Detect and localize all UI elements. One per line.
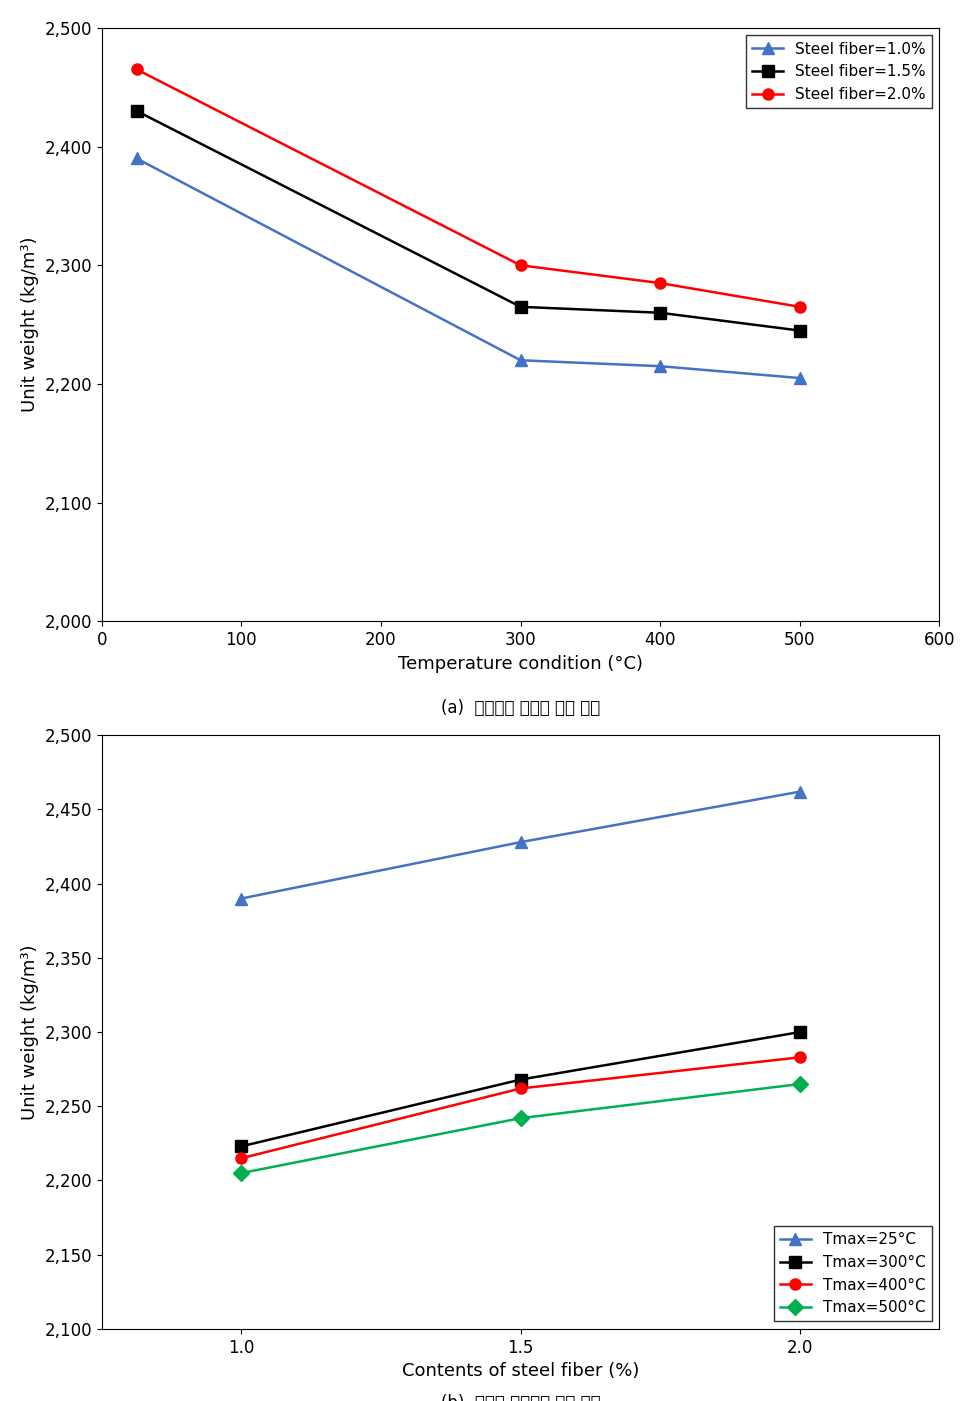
Tmax=300°C [793, 1024, 805, 1041]
Legend: Steel fiber=1.0%, Steel fiber=1.5%, Steel fiber=2.0%: Steel fiber=1.0%, Steel fiber=1.5%, Stee… [747, 35, 932, 108]
Tmax=500°C [793, 1076, 805, 1093]
Steel fiber=2.0% [131, 62, 142, 78]
Steel fiber=1.5% [131, 102, 142, 119]
Tmax=500°C [514, 1110, 526, 1126]
Tmax=500°C [235, 1164, 247, 1181]
Text: (b)  강섬유 혼입률에 따른 영향: (b) 강섬유 혼입률에 따른 영향 [441, 1394, 600, 1401]
Tmax=300°C [514, 1072, 526, 1089]
Legend: Tmax=25°C, Tmax=300°C, Tmax=400°C, Tmax=500°C: Tmax=25°C, Tmax=300°C, Tmax=400°C, Tmax=… [774, 1226, 932, 1321]
Text: (a)  최대온도 조건에 따른 영향: (a) 최대온도 조건에 따른 영향 [441, 699, 600, 717]
Tmax=400°C [793, 1049, 805, 1066]
Steel fiber=1.0% [793, 370, 805, 387]
Steel fiber=1.5% [514, 298, 526, 315]
X-axis label: Temperature condition (°C): Temperature condition (°C) [398, 654, 643, 672]
Line: Tmax=400°C: Tmax=400°C [236, 1052, 805, 1164]
Line: Steel fiber=1.5%: Steel fiber=1.5% [131, 105, 805, 336]
Y-axis label: Unit weight (kg/m³): Unit weight (kg/m³) [20, 944, 39, 1119]
Tmax=300°C [235, 1138, 247, 1154]
Tmax=25°C [514, 834, 526, 850]
Line: Steel fiber=1.0%: Steel fiber=1.0% [131, 153, 805, 384]
Line: Steel fiber=2.0%: Steel fiber=2.0% [131, 64, 805, 312]
Steel fiber=1.5% [793, 322, 805, 339]
Line: Tmax=500°C: Tmax=500°C [236, 1079, 805, 1178]
Tmax=25°C [793, 783, 805, 800]
Tmax=25°C [235, 890, 247, 906]
X-axis label: Contents of steel fiber (%): Contents of steel fiber (%) [402, 1362, 639, 1380]
Tmax=400°C [235, 1150, 247, 1167]
Steel fiber=1.5% [654, 304, 666, 321]
Steel fiber=2.0% [654, 275, 666, 291]
Steel fiber=2.0% [793, 298, 805, 315]
Steel fiber=2.0% [514, 256, 526, 273]
Steel fiber=1.0% [654, 357, 666, 374]
Y-axis label: Unit weight (kg/m³): Unit weight (kg/m³) [20, 237, 39, 412]
Steel fiber=1.0% [514, 352, 526, 368]
Line: Tmax=300°C: Tmax=300°C [236, 1027, 805, 1152]
Steel fiber=1.0% [131, 150, 142, 167]
Line: Tmax=25°C: Tmax=25°C [236, 786, 805, 904]
Tmax=400°C [514, 1080, 526, 1097]
